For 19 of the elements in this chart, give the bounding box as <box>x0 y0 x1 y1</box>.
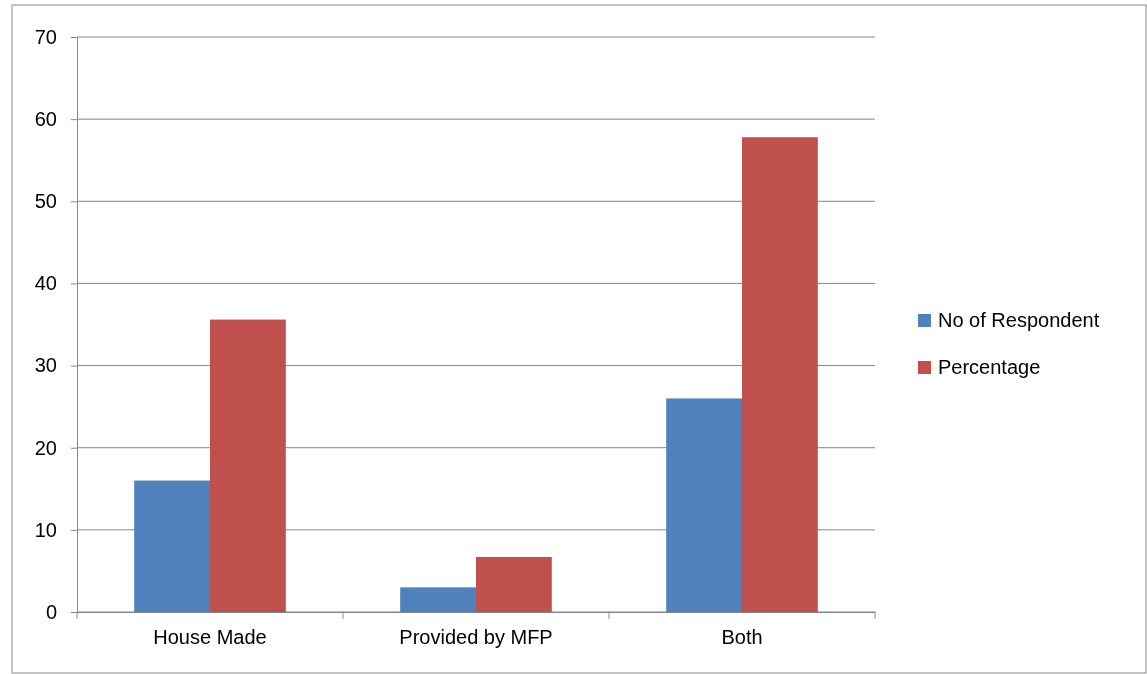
y-tick-label: 0 <box>45 600 57 623</box>
y-tick-label: 60 <box>34 108 57 131</box>
y-tick-label: 10 <box>34 518 57 541</box>
bar <box>210 319 286 612</box>
y-tick-label: 40 <box>34 272 57 295</box>
y-tick-label: 20 <box>34 436 57 459</box>
bar <box>134 480 210 612</box>
bar <box>400 587 476 612</box>
legend-label: No of Respondent <box>938 309 1100 331</box>
bar <box>476 556 552 612</box>
bar <box>742 137 818 612</box>
legend-label: Percentage <box>938 356 1041 378</box>
y-tick-label: 50 <box>34 190 57 213</box>
y-tick-label: 70 <box>34 25 57 48</box>
x-tick-label: Both <box>721 626 763 649</box>
x-tick-label: House Made <box>153 626 267 649</box>
bar <box>666 398 742 612</box>
y-tick-label: 30 <box>34 354 57 377</box>
x-tick-label: Provided by MFP <box>399 626 553 649</box>
